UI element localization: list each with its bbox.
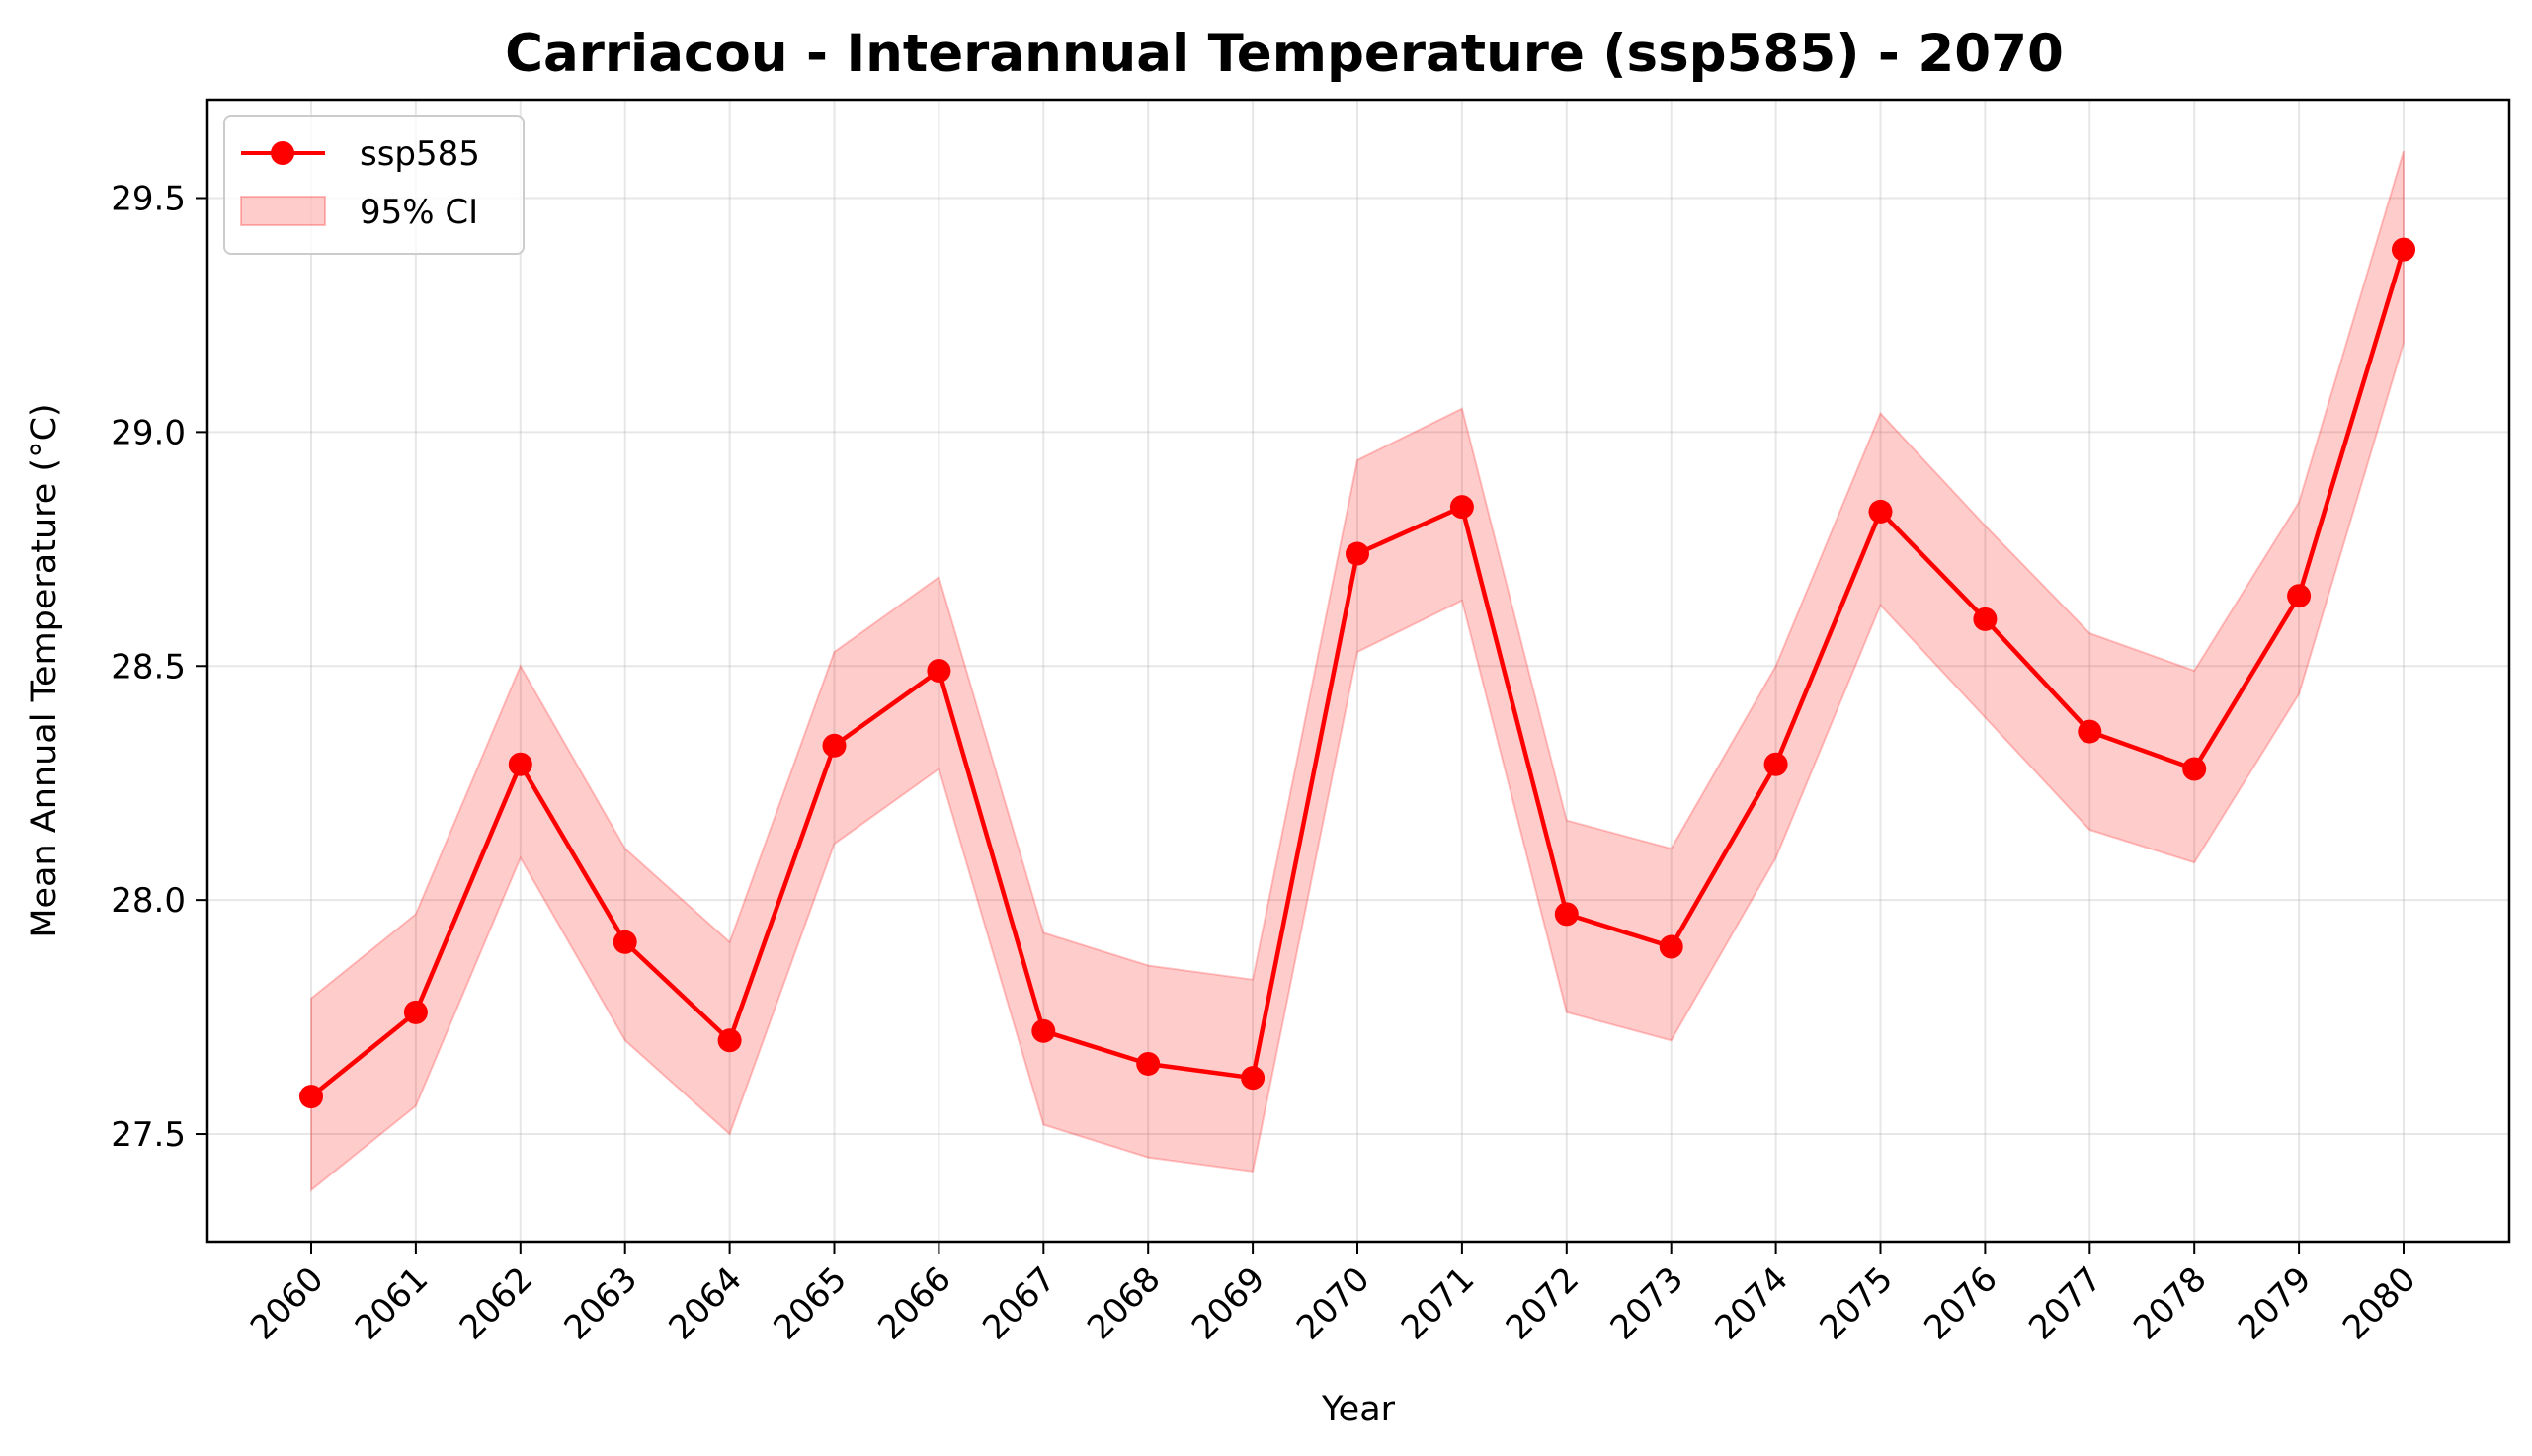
confidence-band <box>310 150 2405 1192</box>
y-tick-label: 28.5 <box>111 647 186 687</box>
legend-marker-swatch <box>271 141 294 165</box>
data-point <box>2078 719 2102 744</box>
data-point <box>1136 1051 1161 1076</box>
data-point <box>613 930 637 954</box>
data-point <box>403 1000 428 1024</box>
y-axis-label: Mean Annual Temperature (°C) <box>25 403 64 937</box>
data-point <box>508 752 532 776</box>
data-point <box>822 733 847 758</box>
y-axis-ticks: 27.5 28.0 28.5 29.0 29.5 <box>111 179 207 1155</box>
legend-box <box>223 115 525 255</box>
data-point <box>1973 607 1998 631</box>
data-point <box>1763 752 1788 776</box>
data-point <box>299 1085 323 1109</box>
y-tick-label: 28.0 <box>111 881 186 921</box>
data-point <box>1031 1018 1056 1043</box>
chart-title: Carriacou - Interannual Temperature (ssp… <box>505 24 2064 84</box>
confidence-band-layer <box>310 150 2405 1192</box>
data-point <box>2182 757 2207 781</box>
y-tick-label: 27.5 <box>111 1115 186 1155</box>
data-point <box>2287 584 2312 608</box>
data-point <box>1554 902 1579 927</box>
data-point <box>1241 1066 1266 1091</box>
y-tick-label: 29.5 <box>111 179 186 218</box>
y-tick-label: 29.0 <box>111 413 186 452</box>
legend-label-series: ssp585 <box>360 134 480 174</box>
series-layer <box>299 237 2415 1109</box>
data-point <box>717 1028 742 1053</box>
data-point <box>927 659 951 683</box>
legend-band-swatch <box>240 196 326 226</box>
data-point <box>1868 499 1893 524</box>
legend: ssp585 95% CI <box>223 115 525 255</box>
data-point <box>2392 237 2415 262</box>
grid <box>207 100 2509 1242</box>
legend-label-ci: 95% CI <box>360 193 478 232</box>
data-point <box>1346 541 1369 566</box>
data-point <box>1449 495 1474 520</box>
data-point <box>1659 934 1683 959</box>
x-axis-label: Year <box>1321 1390 1396 1429</box>
